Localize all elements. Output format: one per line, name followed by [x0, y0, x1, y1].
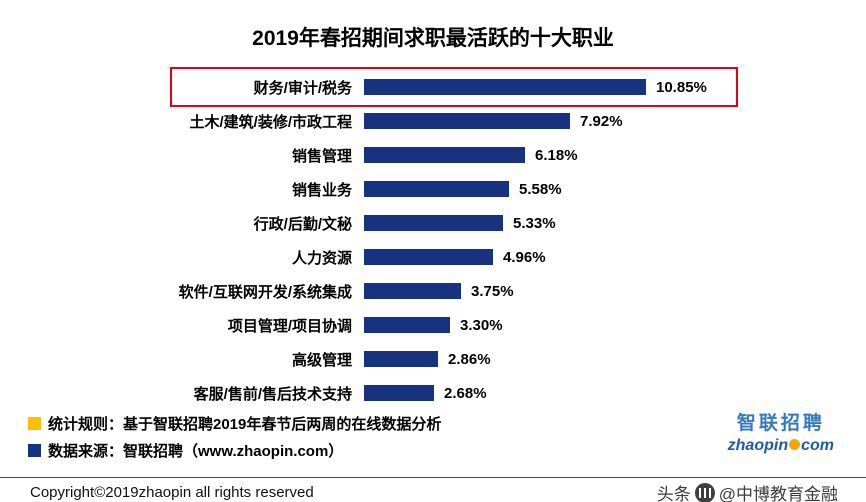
zhaopin-logo: 智联招聘 zhaopin com [728, 412, 834, 456]
bar [364, 113, 570, 129]
footer-divider [0, 477, 866, 478]
chart-row: 销售管理 6.18% [0, 138, 866, 172]
zhaopin-logo-dot-icon [789, 438, 801, 450]
bar [364, 249, 493, 265]
bar [364, 215, 503, 231]
bar [364, 317, 450, 333]
legend-stat-rule: 统计规则：基于智联招聘2019年春节后两周的在线数据分析 [28, 410, 441, 437]
bar [364, 385, 434, 401]
chart-legend: 统计规则：基于智联招聘2019年春节后两周的在线数据分析 数据来源：智联招聘（w… [28, 410, 441, 464]
zhaopin-logo-en-left: zhaopin [727, 436, 789, 454]
legend-data-source: 数据来源：智联招聘（www.zhaopin.com） [28, 437, 441, 464]
category-label: 销售业务 [291, 181, 352, 199]
bar [364, 351, 438, 367]
value-label: 2.68% [444, 384, 487, 402]
category-label: 行政/后勤/文秘 [253, 215, 352, 233]
chart-rows: 财务/审计/税务 10.85% 土木/建筑/装修/市政工程 7.92% 销售管理 6.18… [0, 67, 866, 410]
value-label: 3.30% [460, 316, 503, 334]
chart-title: 2019年春招期间求职最活跃的十大职业 [252, 27, 614, 50]
bar [364, 79, 646, 95]
chart-row: 人力资源 4.96% [0, 240, 866, 274]
value-label: 5.58% [519, 180, 562, 198]
watermark: 头条 @中博教育金融 [657, 480, 838, 502]
bar-chart: 财务/审计/税务 10.85% 土木/建筑/装修/市政工程 7.92% 销售管理 6.18… [0, 67, 866, 410]
value-label: 6.18% [535, 146, 578, 164]
category-label: 财务/审计/税务 [253, 79, 352, 97]
legend-blue-swatch [28, 444, 41, 457]
toutiao-logo-icon [694, 482, 715, 502]
category-label: 销售管理 [291, 147, 352, 165]
chart-row: 项目管理/项目协调 3.30% [0, 308, 866, 342]
chart-row: 高级管理 2.86% [0, 342, 866, 376]
chart-row: 软件/互联网开发/系统集成 3.75% [0, 274, 866, 308]
category-label: 客服/售前/售后技术支持 [193, 385, 352, 403]
value-label: 7.92% [580, 112, 623, 130]
copyright-text: Copyright©2019zhaopin all rights reserve… [30, 484, 314, 501]
zhaopin-logo-en: zhaopin com [728, 436, 834, 456]
category-label: 软件/互联网开发/系统集成 [178, 283, 352, 301]
watermark-prefix: 头条 [656, 485, 691, 502]
value-label: 2.86% [448, 350, 491, 368]
chart-row: 销售业务 5.58% [0, 172, 866, 206]
value-label: 10.85% [656, 78, 707, 96]
legend-yellow-swatch [28, 417, 41, 430]
watermark-suffix: @中博教育金融 [718, 485, 838, 502]
bar [364, 181, 509, 197]
value-label: 3.75% [471, 282, 514, 300]
category-label: 高级管理 [291, 351, 352, 369]
zhaopin-logo-cn: 智联招聘 [736, 413, 825, 434]
category-label: 人力资源 [291, 249, 352, 267]
value-label: 5.33% [513, 214, 556, 232]
chart-row: 行政/后勤/文秘 5.33% [0, 206, 866, 240]
category-label: 土木/建筑/装修/市政工程 [189, 113, 352, 131]
zhaopin-logo-en-right: com [801, 436, 834, 454]
chart-row: 土木/建筑/装修/市政工程 7.92% [0, 104, 866, 138]
chart-row: 客服/售前/售后技术支持 2.68% [0, 376, 866, 410]
footer: Copyright©2019zhaopin all rights reserve… [0, 480, 866, 502]
value-label: 4.96% [503, 248, 546, 266]
bar [364, 283, 461, 299]
bar [364, 147, 525, 163]
legend-stat-rule-label: 统计规则：基于智联招聘2019年春节后两周的在线数据分析 [48, 416, 442, 433]
chart-row: 财务/审计/税务 10.85% [0, 67, 866, 107]
legend-data-source-label: 数据来源：智联招聘（www.zhaopin.com） [48, 443, 344, 460]
category-label: 项目管理/项目协调 [227, 317, 352, 335]
